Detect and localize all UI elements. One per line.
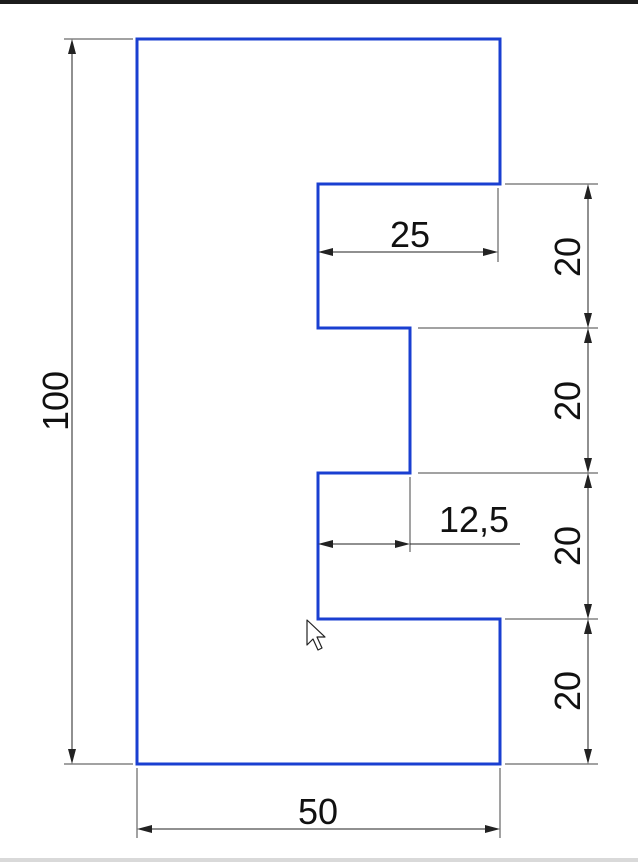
segment-1-label: 20 [547, 237, 588, 277]
arrowhead [395, 540, 410, 548]
part-outline [135, 37, 502, 766]
segment-2-label: 20 [547, 381, 588, 421]
overall-width-label: 50 [298, 791, 338, 832]
segment-3-label: 20 [547, 526, 588, 566]
segment-4-dimension: 20 [547, 619, 592, 764]
arrowhead [318, 540, 333, 548]
middle-slot-depth-dimension: 12,5 [318, 477, 520, 552]
overall-height-label: 100 [35, 371, 76, 431]
arrowhead [584, 619, 592, 634]
arrowhead [584, 328, 592, 343]
arrowhead [485, 825, 500, 833]
segment-3-dimension: 20 [547, 473, 592, 619]
segment-1-dimension: 20 [547, 184, 592, 328]
top-slot-depth-label: 25 [390, 214, 430, 255]
arrowhead [584, 604, 592, 619]
window-top-border [0, 0, 638, 4]
window-bottom-border [0, 858, 638, 862]
overall-width-dimension: 50 [136, 768, 501, 838]
segment-4-label: 20 [547, 671, 588, 711]
segment-extension-lines [418, 183, 598, 765]
arrowhead [318, 248, 333, 256]
arrowhead [584, 313, 592, 328]
top-slot-depth-dimension: 25 [318, 188, 499, 262]
mouse-pointer-icon [306, 619, 326, 651]
overall-height-dimension: 100 [35, 38, 133, 765]
arrowhead [584, 458, 592, 473]
arrowhead [68, 749, 76, 764]
arrowhead [68, 39, 76, 54]
arrowhead [584, 749, 592, 764]
arrowhead [137, 825, 152, 833]
middle-slot-depth-label: 12,5 [439, 499, 509, 540]
segment-2-dimension: 20 [547, 328, 592, 473]
arrowhead [584, 184, 592, 199]
arrowhead [483, 248, 498, 256]
arrowhead [584, 473, 592, 488]
